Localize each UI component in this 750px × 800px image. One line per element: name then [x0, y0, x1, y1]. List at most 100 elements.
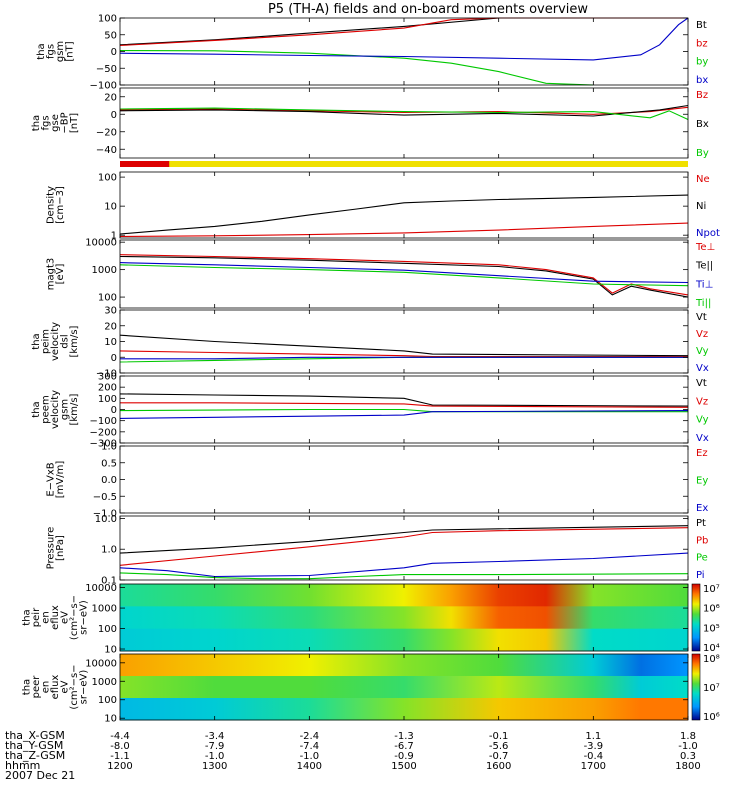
- y-tick-label: −100: [90, 416, 117, 427]
- series-line-bx: [119, 17, 689, 61]
- legend-entry: Ne: [696, 174, 710, 185]
- series-line-pt: [119, 525, 689, 554]
- figure-title: P5 (TH-A) fields and on-board moments ov…: [268, 2, 588, 17]
- legend-entry: Ez: [696, 448, 708, 459]
- legend-entry: Vz: [696, 396, 708, 407]
- x-ephemeris-label: -2.4: [300, 731, 320, 742]
- panel-frame: [119, 171, 689, 239]
- x-ephemeris-label: -0.4: [584, 751, 604, 762]
- legend-entry: Vt: [696, 312, 707, 323]
- y-axis-label-line: gsm: [60, 399, 71, 420]
- series-line-ni: [119, 194, 689, 235]
- x-ephemeris-label: -7.4: [300, 741, 320, 752]
- series-line-pb: [119, 527, 689, 566]
- y-axis-label-line: [nPa]: [55, 535, 66, 561]
- y-axis-label-line: tha: [31, 401, 42, 417]
- y-axis-row-label: tha_Y-GSM: [5, 739, 63, 752]
- colorbar: [691, 583, 701, 652]
- y-tick-label: 0: [111, 405, 117, 416]
- x-ephemeris-label: -1.1: [110, 751, 130, 762]
- y-tick-label: 1: [111, 231, 117, 242]
- y-tick-label: −200: [90, 427, 117, 438]
- y-axis-label-line: tha: [22, 679, 33, 695]
- y-tick-label: 1000: [92, 677, 117, 688]
- y-tick-label: 50: [104, 30, 117, 41]
- legend-entry: Bz: [696, 90, 708, 101]
- heatmap-band: [120, 606, 688, 630]
- legend-entry: by: [696, 57, 708, 68]
- y-axis-label-line: [mV/m]: [55, 461, 66, 499]
- x-ephemeris-label: 1.1: [585, 731, 601, 742]
- legend-entry: bx: [696, 75, 708, 86]
- x-ephemeris-label: -1.0: [205, 751, 225, 762]
- y-tick-label: 0.5: [101, 458, 117, 469]
- y-tick-label: 100: [98, 293, 117, 304]
- x-ephemeris-label: -4.4: [110, 731, 130, 742]
- panels: Btbzbybx100500−50−100thafgsgsm[nT]BzBxBy…: [22, 14, 720, 725]
- series-line-by: [119, 49, 594, 86]
- y-axis-label-line: peir: [31, 607, 42, 627]
- y-axis-label-line: [km/s]: [69, 325, 80, 357]
- panel-p5: Vt Vz Vy Vx 30 20 10 0 −10 thapeimvelocitydsl[km/…: [31, 306, 709, 380]
- y-tick-label: −50: [96, 64, 117, 75]
- heatmap-band: [120, 654, 688, 677]
- y-tick-label: 10000: [85, 583, 117, 594]
- y-axis-label-line: eflux: [50, 605, 61, 630]
- heatmap-band: [120, 584, 688, 607]
- legend-entry: Bx: [696, 119, 709, 130]
- y-axis-label-line: peem: [41, 395, 52, 423]
- legend-entry: Ni: [696, 201, 706, 212]
- y-tick-label: 10000: [85, 238, 117, 249]
- date-label: 2007 Dec 21: [5, 769, 75, 782]
- y-tick-label: 10000: [85, 658, 117, 669]
- x-time-label: 1600: [486, 761, 511, 772]
- x-axis-row-label: tha_X-GSM: [5, 729, 65, 742]
- y-axis-label-line: [nT]: [69, 113, 80, 133]
- y-axis-label-line: tha: [31, 115, 42, 131]
- x-ephemeris-label: -0.7: [489, 751, 509, 762]
- series-line-te: [119, 255, 689, 298]
- series-line-vx: [119, 410, 689, 419]
- x-ephemeris-label: -0.1: [489, 731, 509, 742]
- panel-p10: 10⁸ 10⁷ 10⁶ 10000 1000 100 10 thapeerenefluxeV(…: [22, 653, 720, 725]
- y-tick-label: 100: [98, 173, 117, 184]
- colorbar-tick-label: 10⁵: [703, 623, 720, 634]
- y-axis-label-line: Pressure: [45, 527, 56, 570]
- y-axis-label-line: [eV]: [55, 264, 66, 285]
- legend-entry: Bt: [696, 20, 707, 31]
- series-line-vy: [119, 356, 688, 363]
- y-tick-label: 10: [104, 202, 117, 213]
- panel-frame: [119, 239, 689, 309]
- y-axis-label-line: gsm: [55, 41, 66, 62]
- status-bar-segment: [120, 161, 170, 167]
- y-axis-label-line: tha: [31, 333, 42, 349]
- legend-entry: Vx: [696, 363, 709, 374]
- x-axis-labels: tha_X-GSM tha_Y-GSM tha_Z-GSM hhmm 2007 …: [5, 729, 701, 782]
- y-tick-label: 1.0: [101, 545, 117, 556]
- y-tick-label: 300: [98, 372, 117, 383]
- y-tick-label: −10: [96, 369, 117, 380]
- y-axis-label-line: eflux: [50, 675, 61, 700]
- y-axis-label-line: [km/s]: [69, 393, 80, 425]
- panel-p8: Pt Pb Pe Pi 10.0 1.0 0.1 Pressure[nPa]: [45, 514, 708, 587]
- y-axis-label-line: (cm²−s−: [69, 595, 80, 640]
- x-ephemeris-label: -5.6: [489, 741, 509, 752]
- y-tick-label: −1.0: [93, 509, 117, 520]
- y-tick-label: 100: [98, 394, 117, 405]
- x-ephemeris-label: -1.0: [300, 751, 320, 762]
- legend-entry: Vy: [696, 415, 709, 426]
- x-ephemeris-label: -1.0: [678, 741, 698, 752]
- x-ephemeris-label: -3.4: [205, 731, 225, 742]
- y-axis-label-line: fgs: [41, 115, 52, 130]
- y-tick-label: 0: [111, 110, 117, 121]
- series-line-bx: [119, 104, 689, 117]
- y-axis-label-line: en: [41, 681, 52, 694]
- y-tick-label: 200: [98, 383, 117, 394]
- series-line-te: [119, 254, 689, 296]
- y-axis-label-line: dsl: [60, 334, 71, 348]
- x-time-label: 1700: [581, 761, 606, 772]
- colorbar: [691, 653, 701, 721]
- y-axis-label-line: velocity: [50, 390, 61, 429]
- legend-entry: Npot: [696, 228, 720, 239]
